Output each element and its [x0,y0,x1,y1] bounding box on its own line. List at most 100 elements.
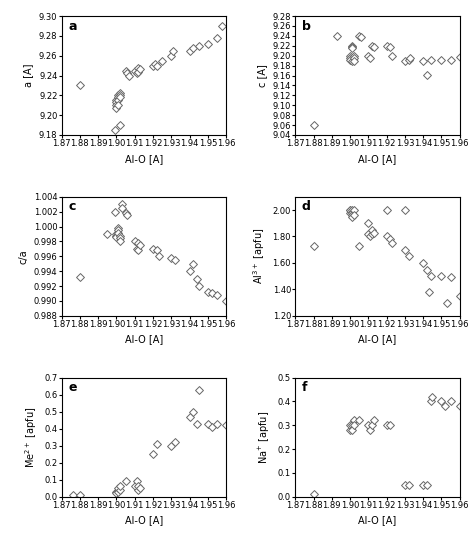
Point [213,290,221,299]
Point [126,71,133,80]
Point [366,54,374,62]
Point [113,96,120,105]
Point [366,426,374,434]
Point [405,481,412,489]
Point [401,57,409,65]
Point [310,490,317,499]
Point [116,89,124,98]
Point [356,241,363,250]
Point [310,121,317,129]
Point [135,239,142,247]
Point [133,245,140,253]
Point [350,57,357,65]
Point [447,273,455,282]
Point [193,419,201,428]
Point [419,57,427,65]
Point [195,282,202,290]
Point [167,51,175,60]
Point [137,484,144,492]
Y-axis label: Al$^{3+}$ [apfu]: Al$^{3+}$ [apfu] [251,228,267,285]
Point [386,235,394,244]
Point [113,487,120,496]
Point [186,267,193,276]
Point [348,43,356,51]
Point [346,426,354,434]
Point [115,96,122,105]
Point [213,419,221,428]
Point [346,206,354,214]
Point [115,487,122,496]
Point [386,43,394,51]
Point [116,237,124,246]
Point [427,397,434,406]
Point [356,32,363,40]
Point [76,81,84,90]
Point [443,299,451,307]
Y-axis label: a [A]: a [A] [23,64,33,87]
Point [167,254,175,262]
Point [76,491,84,499]
Point [405,252,412,261]
X-axis label: Al-O [A]: Al-O [A] [358,154,397,164]
Point [169,46,177,55]
Point [407,54,414,62]
Point [116,93,124,101]
Point [103,230,111,238]
Point [115,91,122,100]
Point [350,421,357,429]
Point [137,64,144,73]
Point [350,51,357,60]
Point [135,64,142,72]
Point [401,481,409,489]
Point [116,485,124,494]
Point [204,419,212,428]
Point [153,61,161,70]
Point [115,228,122,237]
Point [365,51,372,60]
Point [456,292,464,300]
Point [425,288,432,296]
Point [370,228,378,237]
Point [208,289,215,298]
Point [368,225,376,234]
Point [135,246,142,255]
Point [151,59,159,68]
Point [356,416,363,425]
Point [438,56,445,64]
Point [365,219,372,227]
Y-axis label: Me$^{2+}$ [apfu]: Me$^{2+}$ [apfu] [23,406,39,468]
Point [370,43,378,51]
Point [401,246,409,254]
Text: d: d [302,200,311,214]
Point [171,438,179,446]
Text: f: f [302,381,307,394]
Point [153,439,161,448]
Point [346,53,354,62]
Point [348,213,356,221]
Point [368,421,376,429]
Point [135,485,142,494]
Text: a: a [68,20,77,33]
Point [346,206,354,214]
Point [348,421,356,429]
Point [456,402,464,411]
X-axis label: Al-O [A]: Al-O [A] [125,334,163,344]
Point [350,206,357,214]
Point [131,66,138,75]
Point [135,482,142,491]
Point [447,56,455,64]
Point [115,101,122,109]
Point [350,416,357,425]
Point [195,42,202,50]
Point [113,101,120,109]
X-axis label: Al-O [A]: Al-O [A] [125,154,163,164]
Point [153,246,161,255]
Point [348,44,356,52]
Point [113,230,120,238]
Point [158,57,166,65]
Point [149,450,157,458]
Point [401,206,409,214]
Text: c: c [68,200,75,214]
Point [116,121,124,129]
Point [204,40,212,48]
